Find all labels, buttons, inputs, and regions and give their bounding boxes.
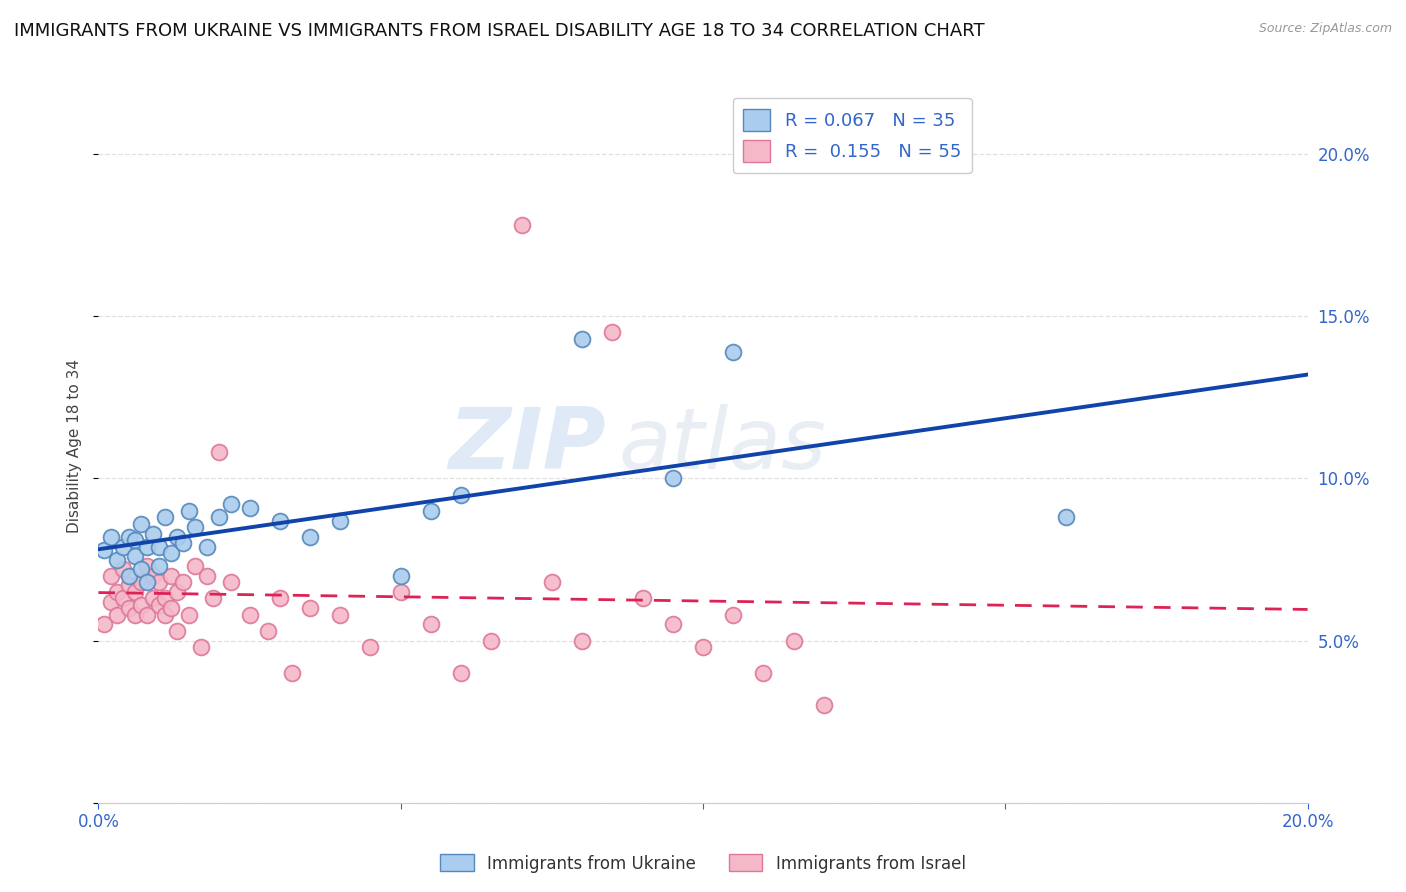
Point [190, 640, 212, 654]
Point [631, 591, 654, 606]
Point [100, 568, 122, 582]
Point [783, 633, 806, 648]
Point [153, 607, 176, 622]
Point [256, 624, 278, 638]
Point [129, 516, 152, 531]
Point [571, 633, 593, 648]
Point [239, 500, 262, 515]
Point [129, 562, 152, 576]
Point [752, 666, 775, 681]
Point [195, 568, 218, 582]
Point [221, 497, 243, 511]
Point [166, 585, 188, 599]
Point [93, 617, 115, 632]
Text: ZIP: ZIP [449, 404, 606, 488]
Point [281, 666, 304, 681]
Point [202, 591, 225, 606]
Point [124, 585, 146, 599]
Point [172, 575, 194, 590]
Point [299, 601, 322, 615]
Point [299, 530, 322, 544]
Point [389, 568, 412, 582]
Point [148, 559, 170, 574]
Point [93, 542, 115, 557]
Point [111, 540, 134, 554]
Point [510, 219, 533, 233]
Point [118, 530, 141, 544]
Point [111, 591, 134, 606]
Point [135, 559, 157, 574]
Point [602, 326, 624, 340]
Point [221, 575, 243, 590]
Point [692, 640, 714, 654]
Point [118, 601, 141, 615]
Point [135, 540, 157, 554]
Y-axis label: Disability Age 18 to 34: Disability Age 18 to 34 [67, 359, 83, 533]
Point [1054, 510, 1077, 524]
Point [723, 607, 745, 622]
Legend: R = 0.067   N = 35, R =  0.155   N = 55: R = 0.067 N = 35, R = 0.155 N = 55 [733, 98, 972, 173]
Point [450, 488, 472, 502]
Point [148, 575, 170, 590]
Point [360, 640, 382, 654]
Point [105, 607, 128, 622]
Point [142, 591, 165, 606]
Point [661, 617, 683, 632]
Point [723, 345, 745, 359]
Point [160, 568, 183, 582]
Point [100, 595, 122, 609]
Point [153, 591, 176, 606]
Point [105, 552, 128, 566]
Point [269, 591, 291, 606]
Point [129, 598, 152, 612]
Point [179, 504, 201, 518]
Point [148, 598, 170, 612]
Point [179, 607, 201, 622]
Point [135, 607, 157, 622]
Point [208, 445, 231, 459]
Text: atlas: atlas [619, 404, 827, 488]
Point [269, 514, 291, 528]
Point [111, 562, 134, 576]
Text: Source: ZipAtlas.com: Source: ZipAtlas.com [1258, 22, 1392, 36]
Point [148, 540, 170, 554]
Point [450, 666, 472, 681]
Point [166, 624, 188, 638]
Point [166, 530, 188, 544]
Point [389, 585, 412, 599]
Point [172, 536, 194, 550]
Point [661, 471, 683, 485]
Point [813, 698, 835, 713]
Point [540, 575, 562, 590]
Point [160, 601, 183, 615]
Point [184, 559, 207, 574]
Point [124, 549, 146, 564]
Point [124, 607, 146, 622]
Point [208, 510, 231, 524]
Point [105, 585, 128, 599]
Point [481, 633, 503, 648]
Point [153, 510, 176, 524]
Point [420, 504, 443, 518]
Point [420, 617, 443, 632]
Point [239, 607, 262, 622]
Point [129, 575, 152, 590]
Point [329, 514, 352, 528]
Point [142, 568, 165, 582]
Legend: Immigrants from Ukraine, Immigrants from Israel: Immigrants from Ukraine, Immigrants from… [433, 847, 973, 880]
Point [118, 568, 141, 582]
Point [135, 575, 157, 590]
Point [118, 578, 141, 592]
Point [160, 546, 183, 560]
Point [329, 607, 352, 622]
Text: IMMIGRANTS FROM UKRAINE VS IMMIGRANTS FROM ISRAEL DISABILITY AGE 18 TO 34 CORREL: IMMIGRANTS FROM UKRAINE VS IMMIGRANTS FR… [14, 22, 984, 40]
Point [124, 533, 146, 547]
Point [571, 332, 593, 346]
Point [195, 540, 218, 554]
Point [184, 520, 207, 534]
Point [142, 526, 165, 541]
Point [100, 530, 122, 544]
